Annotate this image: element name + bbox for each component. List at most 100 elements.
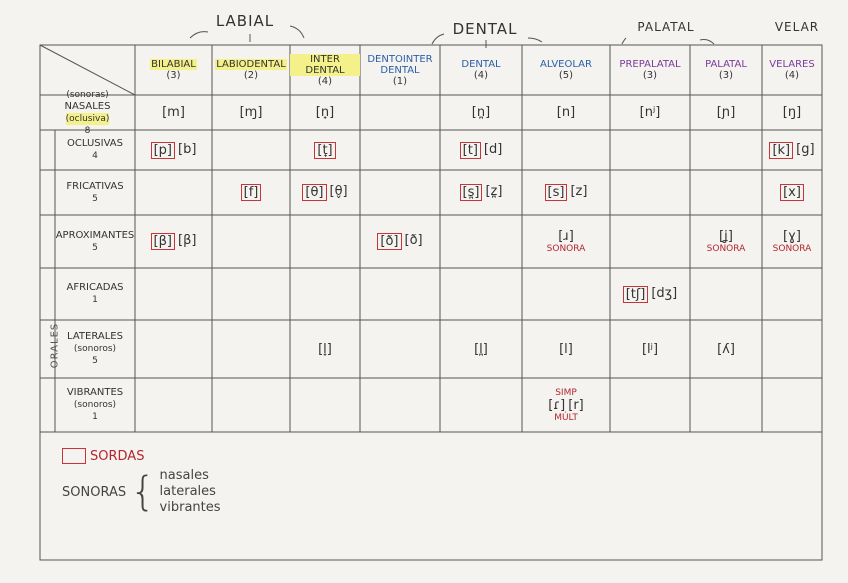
cell: [ɱ]	[212, 95, 290, 130]
cell-items: [n̪]	[472, 105, 490, 120]
phoneme: [k]	[769, 141, 794, 159]
cell-note: SIMP	[555, 387, 577, 398]
column-name: DENTAL	[461, 59, 501, 70]
column-header: PALATAL (3)	[690, 45, 762, 95]
cell: [ɹ] SONORA	[522, 215, 610, 268]
cell-items: [ɱ]	[240, 105, 263, 120]
column-header: LABIODENTAL (2)	[212, 45, 290, 95]
cell: [s̪] [z̪]	[440, 170, 522, 215]
cell: [ʎ]	[690, 320, 762, 378]
legend-item: laterales	[159, 484, 216, 499]
cell: [n̟]	[290, 95, 360, 130]
phoneme: [n̟]	[315, 105, 335, 120]
cell-items: [ʝ]	[719, 229, 733, 244]
phoneme: [θ]	[302, 184, 327, 201]
legend-list: nasales laterales vibrantes	[160, 468, 221, 516]
column-count: (1)	[392, 75, 408, 87]
row-name: FRICATIVAS	[66, 180, 124, 192]
column-count: (4)	[317, 75, 333, 87]
cell-items: [ɣ]	[783, 229, 801, 244]
cell-items: [l̪]	[474, 342, 488, 357]
cell: [nʲ]	[610, 95, 690, 130]
phoneme: [p]	[150, 141, 175, 159]
cell-items: [f]	[240, 184, 262, 201]
cell: [m]	[135, 95, 212, 130]
phoneme: [ŋ]	[782, 105, 802, 120]
phoneme: [lʲ]	[641, 341, 659, 357]
phoneme: [g]	[796, 141, 815, 157]
phoneme: [ɾ]	[548, 397, 566, 413]
phoneme: [r]	[568, 397, 584, 413]
phoneme: [ɹ]	[558, 229, 574, 244]
row-label: OCLUSIVAS 4	[55, 130, 135, 170]
phoneme: [β]	[178, 233, 197, 248]
row-suffix: (oclusiva)	[65, 112, 110, 125]
phoneme: [ɣ]	[783, 229, 801, 244]
cell: SIMP [ɾ] [r] MÚLT	[522, 378, 610, 432]
cell-items: [lʲ]	[642, 342, 658, 357]
row-label: AFRICADAS 1	[55, 268, 135, 320]
column-header: BILABIAL (3)	[135, 45, 212, 95]
cell-items: [t̟]	[314, 141, 336, 159]
legend-item: vibrantes	[159, 500, 221, 515]
column-header: DENTOINTER DENTAL (1)	[360, 45, 440, 95]
phoneme: [s̪]	[459, 184, 483, 201]
phoneme: [ð]	[377, 233, 402, 250]
cell-items: [l]	[559, 342, 573, 357]
phoneme: [ɱ]	[239, 105, 263, 120]
phoneme: [tʃ]	[622, 285, 649, 303]
row-prefix: (sonoras)	[66, 89, 109, 100]
cell-items: [s] [z]	[544, 184, 588, 201]
cell-items: [p] [b]	[150, 141, 196, 159]
legend: SORDAS SONORAS{nasales laterales vibrantes	[62, 448, 221, 516]
legend-sonoras: SONORAS{nasales laterales vibrantes	[62, 468, 221, 516]
cell-note: SONORA	[546, 244, 586, 254]
phoneme: [l̪]	[474, 341, 488, 357]
row-count: 8	[84, 125, 91, 136]
cell: [t̟]	[290, 130, 360, 170]
cell-items: [β] [β]	[150, 233, 197, 250]
phoneme: [β]	[150, 233, 175, 250]
column-name: INTER DENTAL	[290, 53, 360, 76]
cell-note: SONORA	[706, 244, 746, 254]
phoneme: [t]	[459, 141, 481, 159]
column-name: LABIODENTAL	[215, 59, 287, 70]
row-name: LATERALES	[67, 331, 123, 342]
cell-items: [θ] [θ̬]	[302, 184, 348, 201]
cell-items: [t] [d]	[459, 141, 502, 159]
column-count: (2)	[243, 70, 259, 81]
cell: [t] [d]	[440, 130, 522, 170]
legend-swatch	[62, 448, 86, 464]
cell-items: [ɲ]	[717, 105, 736, 120]
column-header: ALVEOLAR (5)	[522, 45, 610, 95]
phoneme: [l̟]	[318, 341, 332, 357]
row-name: OCLUSIVAS	[67, 138, 123, 149]
cell-items: [ð] [ð]	[377, 233, 423, 250]
phoneme: [nʲ]	[639, 105, 661, 120]
phoneme: [ð]	[404, 233, 423, 248]
cell: [ŋ]	[762, 95, 822, 130]
cell-items: [ɾ] [r]	[548, 398, 584, 413]
row-suffix: (sonoros)	[73, 400, 117, 410]
cell: [l̪]	[440, 320, 522, 378]
column-name: VELARES	[769, 59, 815, 70]
row-suffix: (sonoros)	[73, 344, 117, 354]
row-name: AFRICADAS	[66, 282, 124, 293]
phoneme: [z̪]	[485, 184, 503, 199]
phoneme: [ʝ]	[719, 229, 733, 244]
phoneme: [l]	[559, 341, 573, 357]
phoneme: [θ̬]	[329, 184, 348, 199]
cell-note: MÚLT	[554, 412, 578, 423]
column-header: DENTAL (4)	[440, 45, 522, 95]
cell: [k] [g]	[762, 130, 822, 170]
legend-item: nasales	[159, 468, 209, 483]
cell: [ɣ] SONORA	[762, 215, 822, 268]
cell: [lʲ]	[610, 320, 690, 378]
phoneme: [x]	[780, 184, 804, 201]
legend-text: SORDAS	[90, 448, 145, 464]
row-count: 5	[92, 356, 98, 366]
cell: [x]	[762, 170, 822, 215]
phoneme: [z]	[570, 184, 588, 199]
